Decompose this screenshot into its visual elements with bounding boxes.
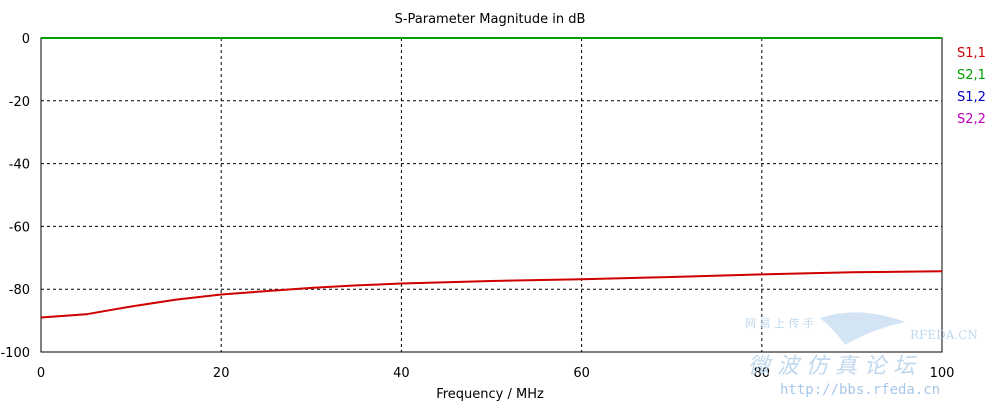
grid-layer (41, 38, 942, 352)
watermark-cn-text: 微 波 仿 真 论 坛 (748, 354, 917, 379)
x-tick-label: 20 (213, 366, 230, 381)
y-tick-label: -100 (0, 346, 30, 361)
y-tick-label: -60 (9, 220, 30, 235)
tick-label-layer: 0 20 40 60 80 100 0 -20 -40 -60 -80 -100 (0, 32, 954, 381)
legend-entry-s2-2: S2,2 (957, 112, 986, 127)
axis-layer (40, 37, 943, 353)
x-tick-label: 0 (37, 366, 45, 381)
y-tick-label: -80 (9, 283, 30, 298)
x-tick-label: 40 (393, 366, 410, 381)
legend-entry-s2-1: S2,1 (957, 68, 986, 83)
chart-title: S-Parameter Magnitude in dB (395, 12, 586, 27)
y-tick-label: -20 (9, 95, 30, 110)
x-tick-label: 60 (573, 366, 590, 381)
x-axis-label: Frequency / MHz (436, 387, 544, 402)
x-tick-label: 100 (930, 366, 955, 381)
watermark-logo: 网 易 上 传 手 RFEDA.CN 微 波 仿 真 论 坛 http://bb… (745, 312, 978, 398)
watermark-brand: RFEDA.CN (910, 328, 978, 342)
series-line-s1-1 (40, 270, 943, 319)
x-tick-label: 80 (754, 366, 771, 381)
legend-entry-s1-2: S1,2 (957, 90, 986, 105)
watermark-swirl-icon (820, 312, 905, 345)
watermark-line1: 网 易 上 传 手 (745, 316, 814, 330)
y-tick-label: 0 (22, 32, 30, 47)
legend: S1,1 S2,1 S1,2 S2,2 (957, 46, 986, 127)
series-layer (40, 37, 943, 319)
watermark-url: http://bbs.rfeda.cn (780, 382, 940, 398)
plot-frame (40, 37, 943, 353)
y-tick-label: -40 (9, 158, 30, 173)
legend-entry-s1-1: S1,1 (957, 46, 986, 61)
